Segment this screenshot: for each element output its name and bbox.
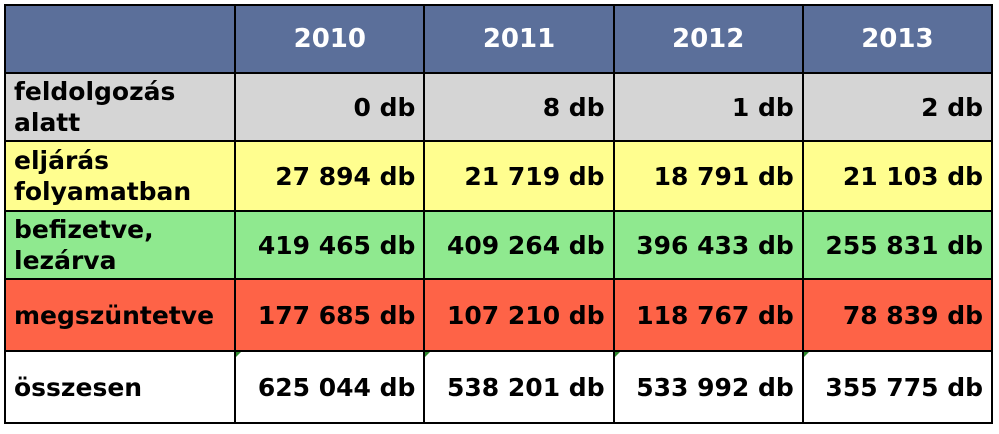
cell-2012: 18 791 db [612, 140, 804, 212]
cell-2011: 21 719 db [423, 140, 615, 212]
cell-2010: 0 db [234, 72, 426, 142]
cell-2013: 355 775 db [801, 350, 994, 424]
cell-2012: 396 433 db [612, 210, 804, 280]
cell-2013: 78 839 db [801, 278, 994, 352]
cell-2011: 538 201 db [423, 350, 615, 424]
cell-2011: 107 210 db [423, 278, 615, 352]
column-header-2011: 2011 [423, 4, 615, 74]
cell-2010: 625 044 db [234, 350, 426, 424]
cell-2011: 8 db [423, 72, 615, 142]
row-label: eljárás folyamatban [3, 140, 237, 212]
cell-2012: 1 db [612, 72, 804, 142]
row-label: megszüntetve [3, 278, 237, 352]
row-label: befizetve, lezárva [3, 210, 237, 280]
table-row-osszesen: összesen 625 044 db 538 201 db 533 992 d… [3, 350, 994, 424]
cell-2012: 533 992 db [612, 350, 804, 424]
data-table: 2010 2011 2012 2013 feldolgozás alatt 0 … [3, 4, 994, 424]
table-row-megszuntetve: megszüntetve 177 685 db 107 210 db 118 7… [3, 278, 994, 352]
row-label: feldolgozás alatt [3, 72, 237, 142]
table-row-eljaras: eljárás folyamatban 27 894 db 21 719 db … [3, 140, 994, 212]
header-corner-cell [3, 4, 237, 74]
column-header-2012: 2012 [612, 4, 804, 74]
cell-2010: 27 894 db [234, 140, 426, 212]
header-row: 2010 2011 2012 2013 [3, 4, 994, 74]
cell-2010: 419 465 db [234, 210, 426, 280]
row-label: összesen [3, 350, 237, 424]
cell-2013: 255 831 db [801, 210, 994, 280]
table-row-feldolgozas: feldolgozás alatt 0 db 8 db 1 db 2 db [3, 72, 994, 142]
column-header-2013: 2013 [801, 4, 994, 74]
cell-2010: 177 685 db [234, 278, 426, 352]
cell-2013: 2 db [801, 72, 994, 142]
cell-2011: 409 264 db [423, 210, 615, 280]
column-header-2010: 2010 [234, 4, 426, 74]
cell-2012: 118 767 db [612, 278, 804, 352]
table-row-befizetve: befizetve, lezárva 419 465 db 409 264 db… [3, 210, 994, 280]
cell-2013: 21 103 db [801, 140, 994, 212]
